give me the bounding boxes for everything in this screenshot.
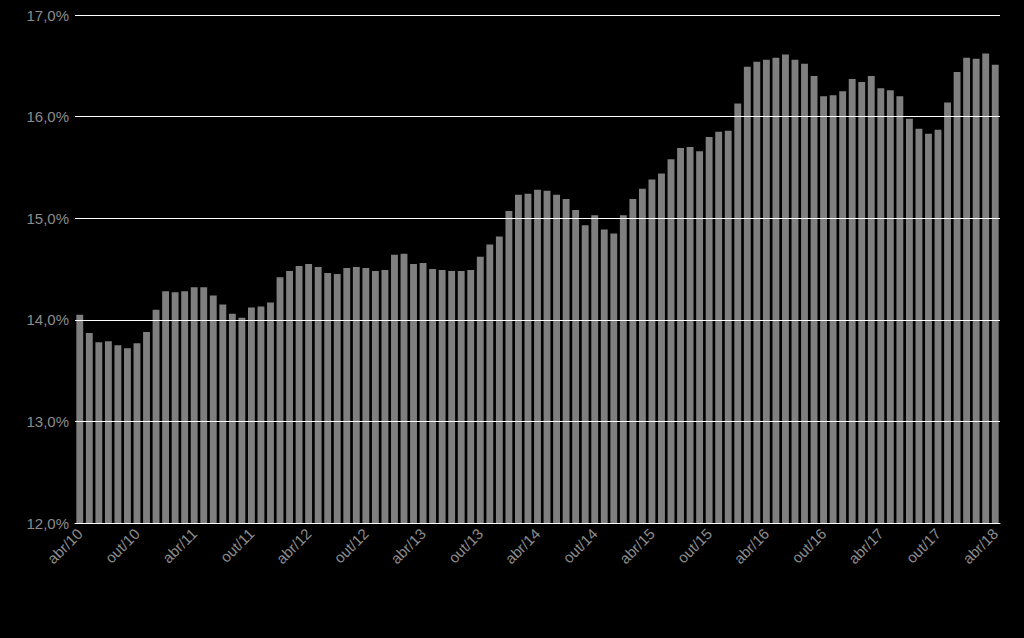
svg-text:out/15: out/15 [674,525,715,566]
svg-text:17,0%: 17,0% [26,7,69,24]
svg-text:abr/15: abr/15 [616,525,658,567]
svg-text:16,0%: 16,0% [26,108,69,125]
svg-text:15,0%: 15,0% [26,210,69,227]
svg-text:14,0%: 14,0% [26,311,69,328]
svg-text:abr/12: abr/12 [273,525,315,567]
svg-text:out/16: out/16 [788,525,829,566]
svg-text:out/17: out/17 [903,525,944,566]
svg-text:out/12: out/12 [330,525,371,566]
svg-text:abr/10: abr/10 [44,525,86,567]
svg-text:out/14: out/14 [559,525,600,566]
svg-text:13,0%: 13,0% [26,413,69,430]
svg-text:abr/18: abr/18 [959,525,1001,567]
svg-text:12,0%: 12,0% [26,515,69,532]
svg-text:out/10: out/10 [102,525,143,566]
svg-text:abr/11: abr/11 [159,525,200,566]
svg-text:abr/13: abr/13 [387,525,429,567]
svg-text:abr/14: abr/14 [501,525,543,567]
svg-text:abr/17: abr/17 [845,525,887,567]
svg-text:abr/16: abr/16 [730,525,772,567]
svg-text:out/13: out/13 [445,525,486,566]
svg-text:out/11: out/11 [217,525,258,566]
